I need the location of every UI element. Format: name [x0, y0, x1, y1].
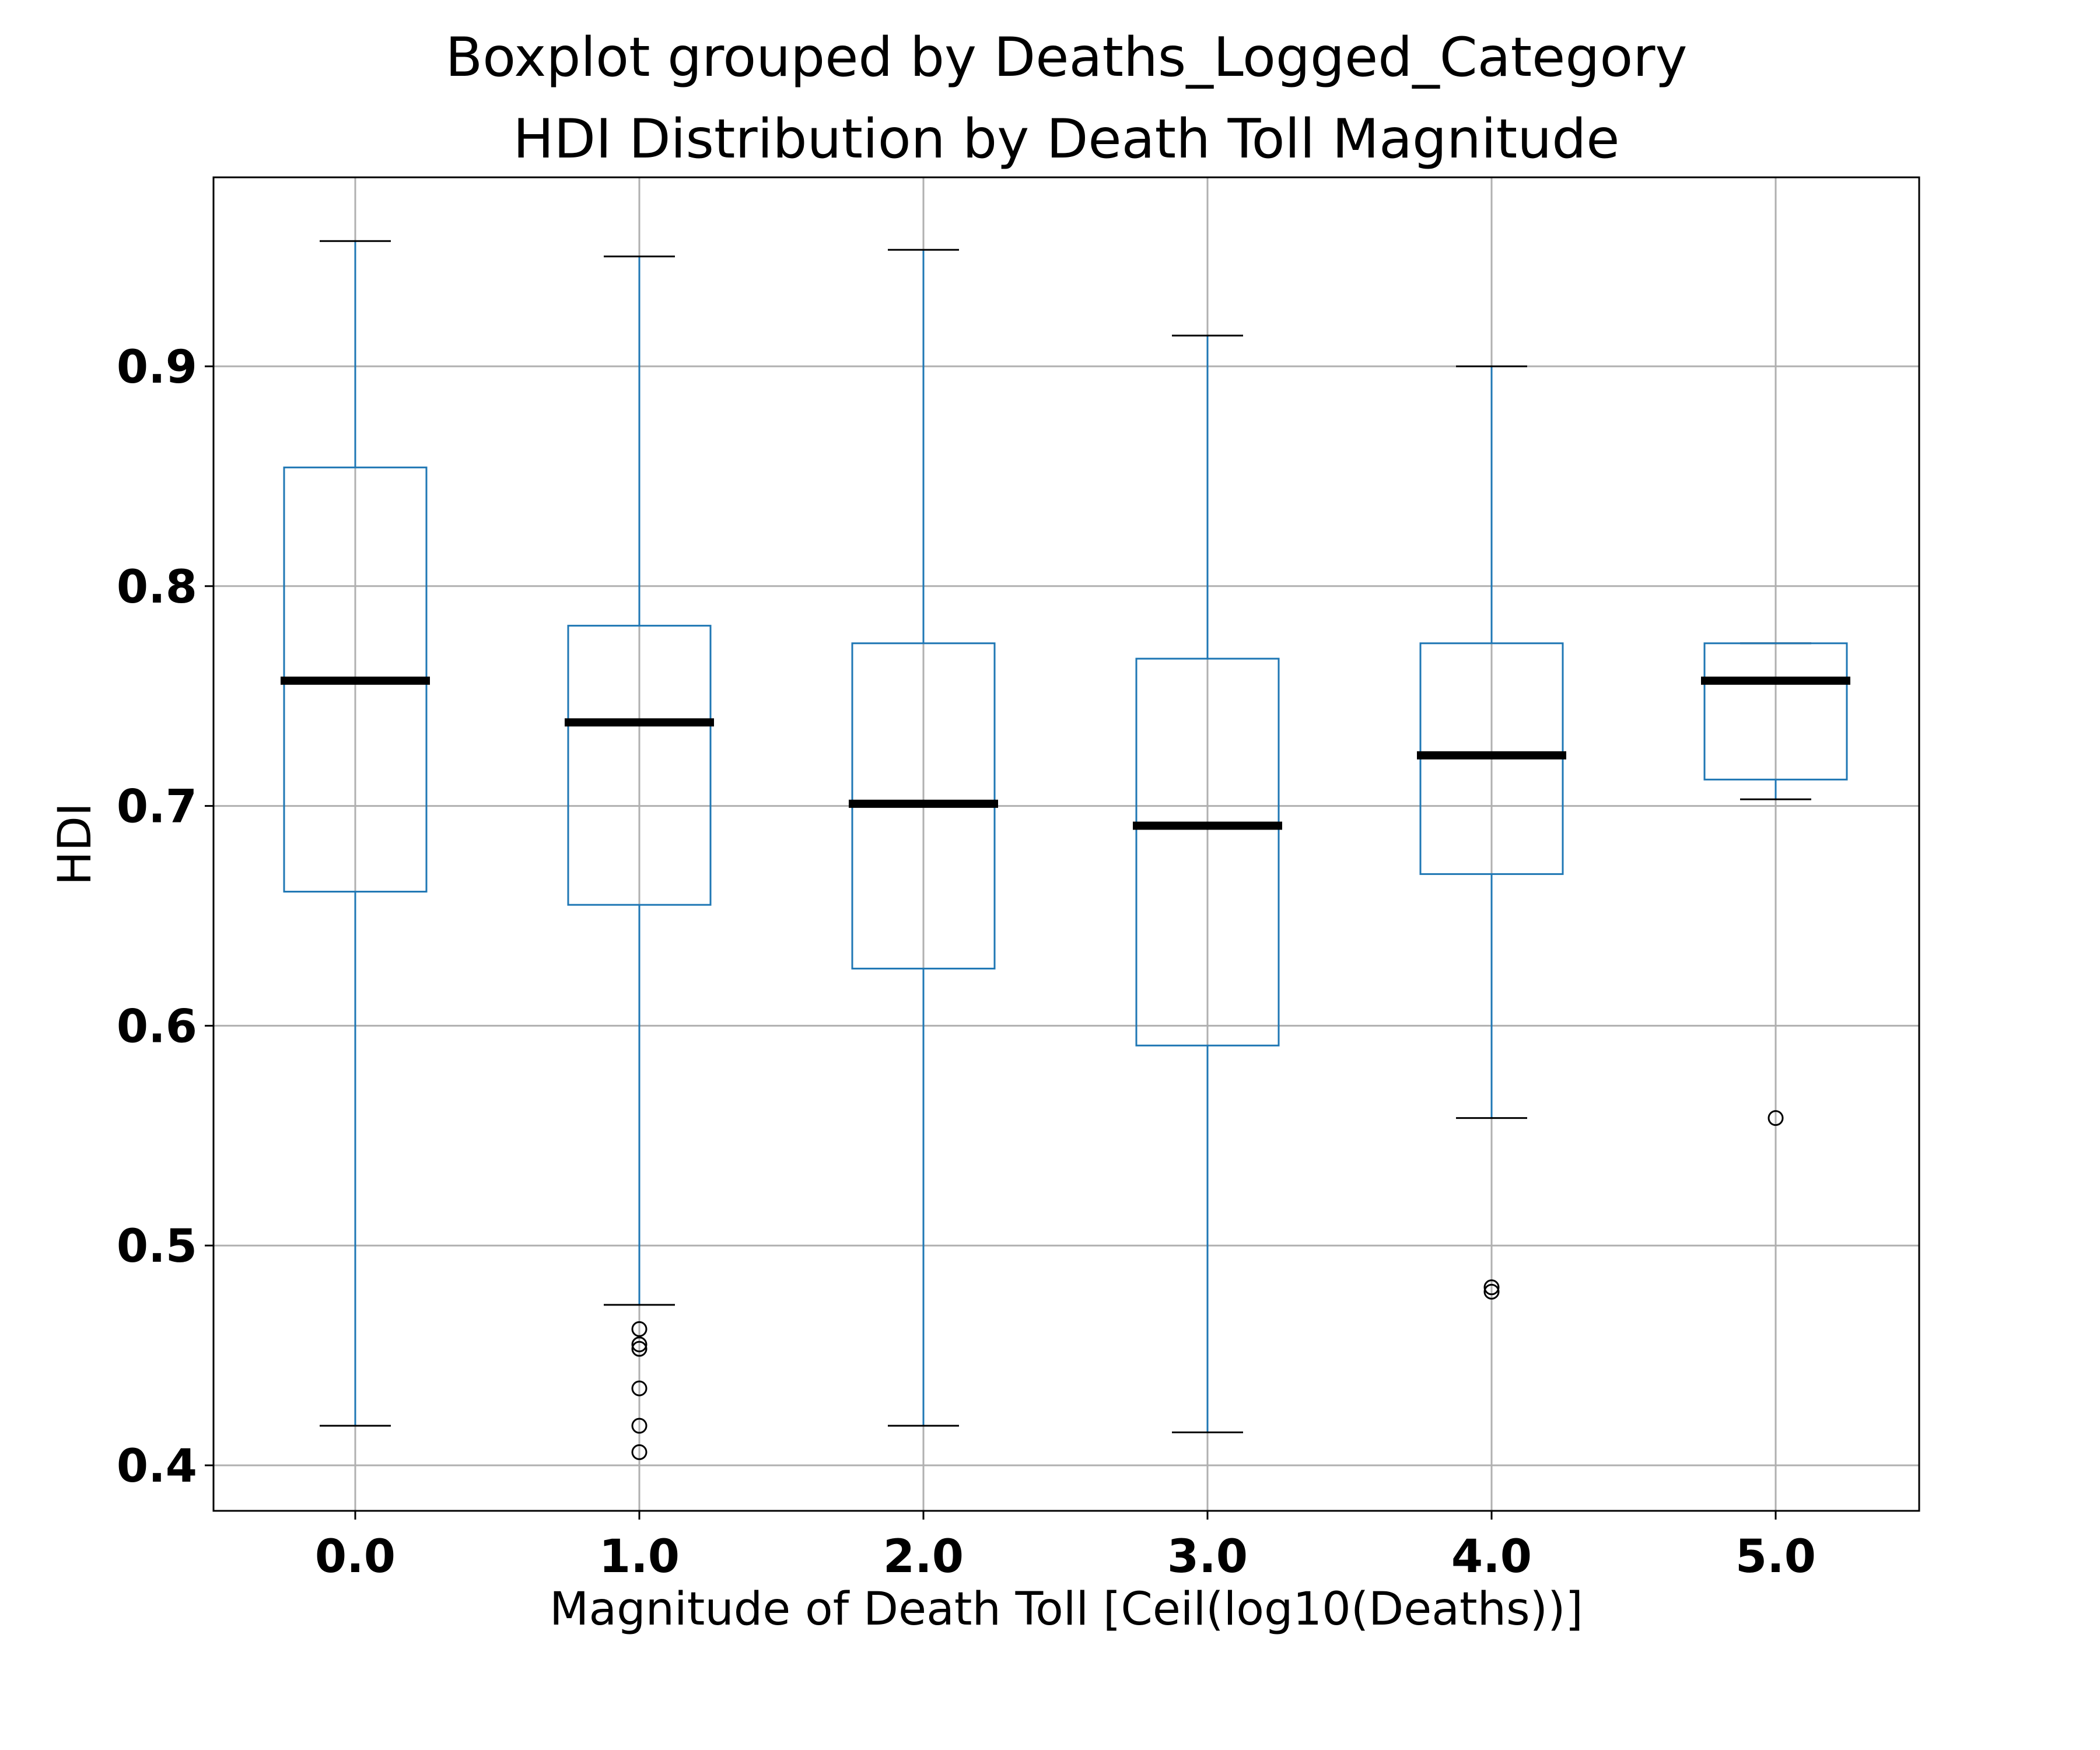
- outlier-point: [1483, 1279, 1500, 1296]
- y-tick-label: 0.6: [117, 1000, 197, 1053]
- box-group: [1701, 642, 1850, 1126]
- box-iqr: [1703, 642, 1848, 780]
- y-tick-label: 0.7: [117, 781, 197, 834]
- box-plots: [281, 240, 1850, 1460]
- outlier-point: [631, 1321, 648, 1337]
- box-group: [565, 256, 714, 1460]
- box-group: [849, 249, 998, 1427]
- chart-subtitle: HDI Distribution by Death Toll Magnitude: [513, 107, 1620, 170]
- x-tick-label: 5.0: [1735, 1531, 1816, 1583]
- y-tick-label: 0.9: [117, 341, 197, 394]
- x-tick-label: 3.0: [1167, 1531, 1248, 1583]
- x-tick-label: 2.0: [883, 1531, 964, 1583]
- box-iqr: [1135, 657, 1280, 1046]
- outlier-point: [631, 1340, 648, 1357]
- y-tick-label: 0.5: [117, 1220, 197, 1273]
- box-group: [1133, 334, 1282, 1433]
- outlier-point: [631, 1444, 648, 1460]
- x-tick-label: 0.0: [315, 1531, 396, 1583]
- box-group: [1417, 365, 1566, 1300]
- y-axis-label: HDI: [49, 803, 102, 886]
- outlier-point: [631, 1336, 648, 1353]
- box-group: [281, 240, 430, 1427]
- box-iqr: [567, 625, 712, 906]
- outlier-point: [631, 1380, 648, 1396]
- y-tick-label: 0.8: [117, 561, 197, 614]
- x-tick-label: 1.0: [599, 1531, 680, 1583]
- outlier-point: [1768, 1110, 1784, 1126]
- outlier-point: [631, 1418, 648, 1434]
- plot-frame: [212, 176, 1920, 1512]
- chart-title: Boxplot grouped by Deaths_Logged_Categor…: [445, 26, 1687, 89]
- x-tick-label: 4.0: [1451, 1531, 1532, 1583]
- x-axis-label: Magnitude of Death Toll [Ceil(log10(Deat…: [550, 1583, 1583, 1636]
- outlier-point: [1483, 1283, 1500, 1300]
- axis-ticks: 0.4 0.5 0.6 0.7 0.8 0.9 0.0 1.0 2.0 3.0 4.0 5.0: [117, 341, 1816, 1583]
- y-tick-label: 0.4: [117, 1440, 197, 1493]
